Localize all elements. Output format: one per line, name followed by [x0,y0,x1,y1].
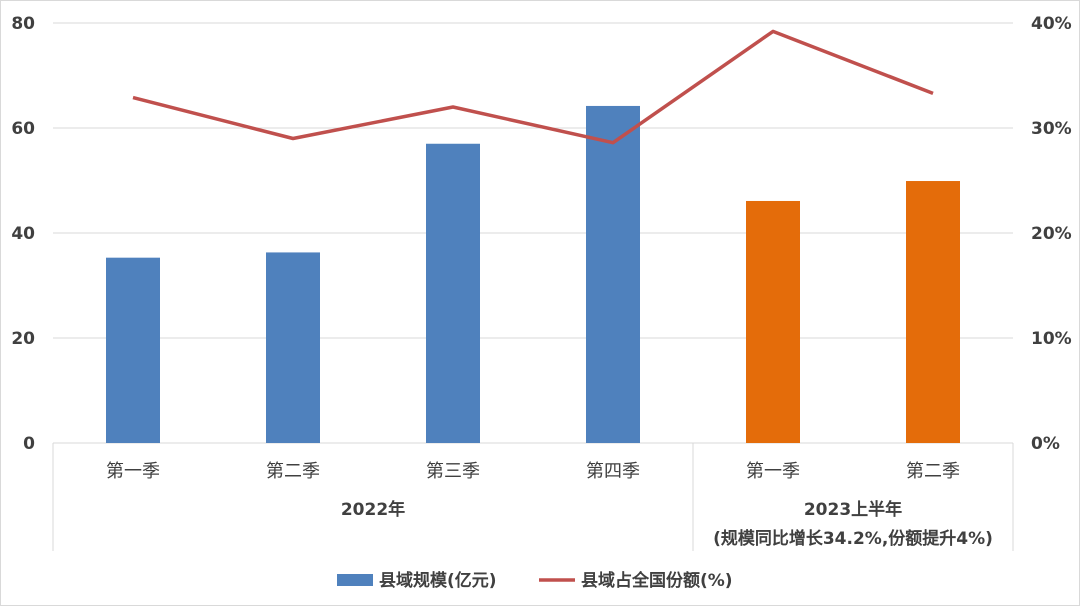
category-label: 第二季 [906,461,960,482]
category-label: 第三季 [426,461,480,482]
y-left-tick-label: 80 [11,14,35,34]
category-label: 第四季 [586,461,640,482]
bar [106,258,160,443]
bar [746,201,800,443]
bar [426,144,480,443]
y-right-tick-label: 40% [1031,14,1072,34]
group-label: 2023上半年 [804,499,902,520]
bar [586,106,640,443]
y-left-tick-label: 20 [11,329,35,349]
y-left-tick-label: 40 [11,224,35,244]
category-label: 第二季 [266,461,320,482]
category-label: 第一季 [746,461,800,482]
group-label: 2022年 [341,499,405,520]
group-sub-label: (规模同比增长34.2%,份额提升4%) [713,528,993,549]
y-left-tick-label: 0 [23,434,35,454]
legend-label-line: 县域占全国份额(%) [581,570,733,591]
y-right-tick-label: 10% [1031,329,1072,349]
legend-swatch-bar [337,574,373,586]
y-right-tick-label: 30% [1031,119,1072,139]
legend-label-bar: 县域规模(亿元) [379,570,497,591]
y-right-tick-label: 0% [1031,434,1060,454]
y-right-tick-label: 20% [1031,224,1072,244]
bar [266,252,320,443]
bar [906,181,960,443]
category-label: 第一季 [106,461,160,482]
share-line [133,31,933,142]
y-left-tick-label: 60 [11,119,35,139]
